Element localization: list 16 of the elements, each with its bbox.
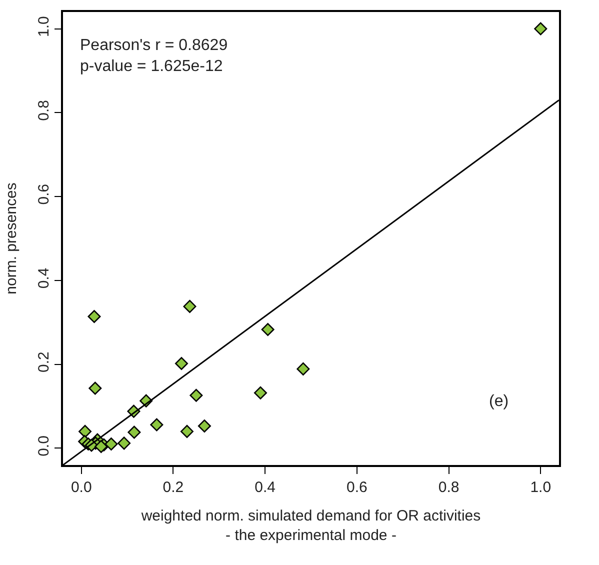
x-tick-label: 0.0	[70, 478, 92, 496]
y-tick-label: 0.0	[35, 436, 52, 456]
x-axis-title: weighted norm. simulated demand for OR activities - the experimental mode -	[140, 507, 481, 544]
x-tick-label: 0.8	[438, 478, 460, 496]
y-tick-label: 1.0	[35, 16, 52, 37]
annotation: Pearson's r = 0.8629 p-value = 1.625e-12	[80, 37, 228, 75]
x-tick-label: 0.2	[162, 478, 184, 496]
y-tick-label: 0.6	[35, 184, 52, 205]
y-tick-label: 0.8	[35, 100, 52, 121]
y-tick-label: 0.4	[35, 268, 52, 289]
x-tick-label: 1.0	[530, 478, 552, 496]
x-tick-label: 0.4	[254, 478, 276, 496]
x-tick-label: 0.6	[346, 478, 368, 496]
annotation: (e)	[489, 393, 509, 410]
y-axis-title: norm. presences	[3, 182, 20, 294]
y-tick-label: 0.2	[35, 352, 52, 373]
